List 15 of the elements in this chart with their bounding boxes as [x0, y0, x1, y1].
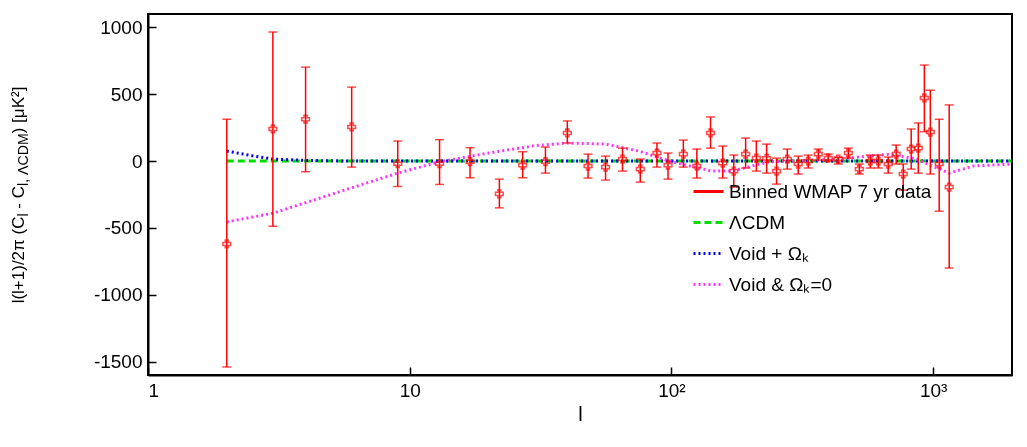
x-tick-label: 10³	[919, 379, 948, 401]
y-tick-label: 0	[131, 150, 143, 172]
x-tick-label: 10²	[658, 379, 686, 401]
x-tick-label: 1	[148, 379, 160, 401]
legend-label: ΛCDM	[729, 211, 785, 233]
y-tick-label: -1500	[93, 351, 143, 373]
x-axis-title: l	[578, 402, 583, 425]
y-tick-label: -1000	[93, 284, 143, 306]
legend-label: Void & Ωₖ=0	[729, 273, 833, 295]
y-tick-label: 1000	[100, 16, 143, 38]
legend-label: Void + Ωₖ	[729, 242, 809, 264]
y-tick-label: 500	[110, 83, 143, 105]
legend-label: Binned WMAP 7 yr data	[729, 180, 932, 202]
y-tick-label: -500	[104, 217, 143, 239]
x-tick-label: 10	[399, 379, 421, 401]
